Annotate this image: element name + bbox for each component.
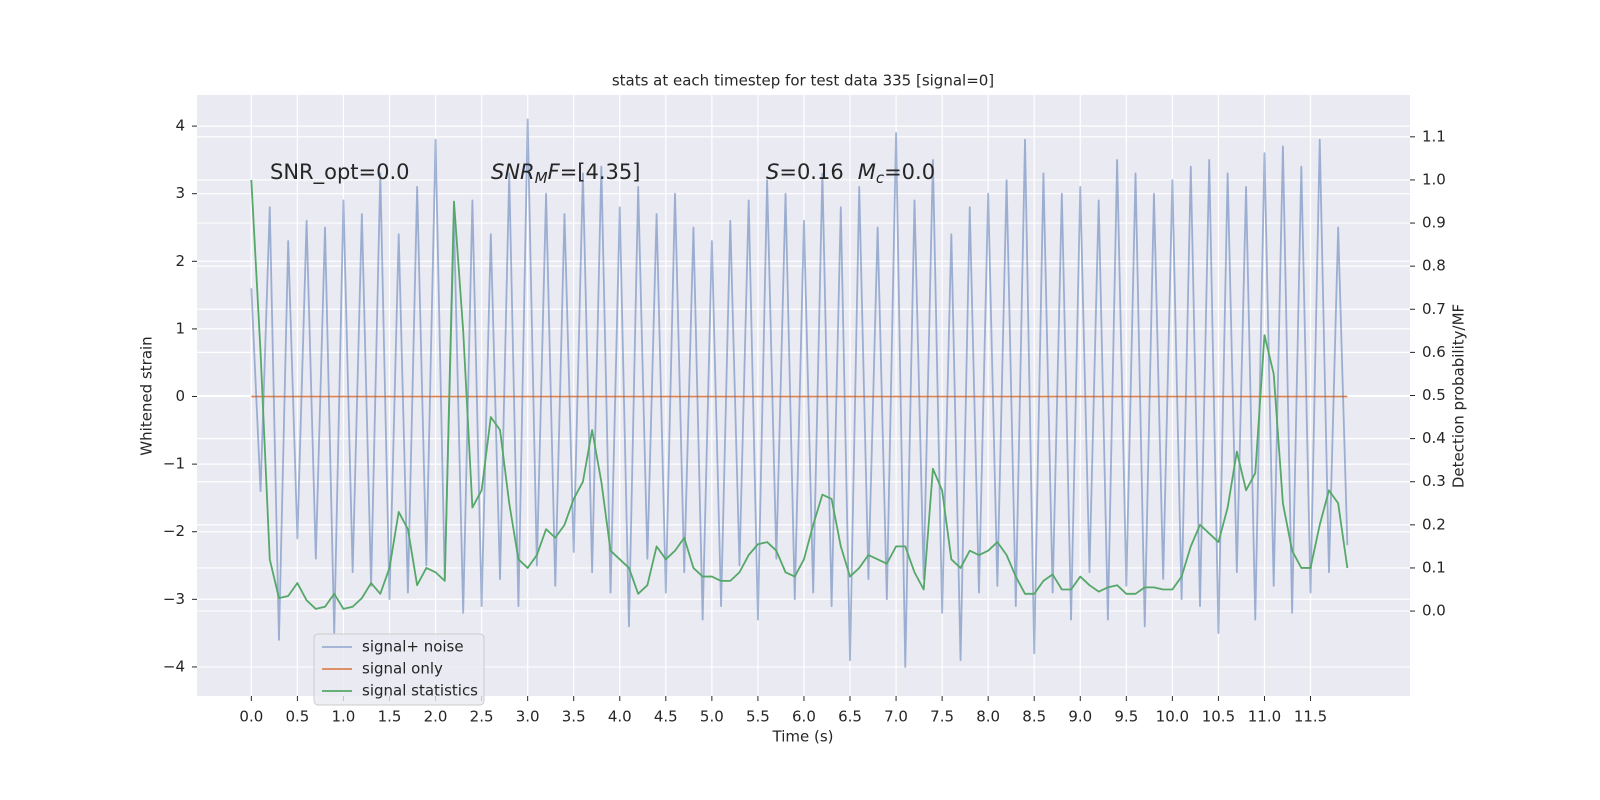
x-tick-label: 2.5: [470, 708, 494, 726]
y2-tick-label: 0.8: [1422, 257, 1446, 275]
annotation-text: M: [858, 160, 876, 184]
x-tick-label: 3.0: [516, 708, 540, 726]
y2-tick-label: 0.7: [1422, 300, 1446, 318]
y2-tick-label: 1.0: [1422, 170, 1446, 188]
y2-tick-label: 0.0: [1422, 602, 1446, 620]
x-tick-label: 10.5: [1202, 708, 1235, 726]
y2-axis-label: Detection probability/MF: [1450, 304, 1468, 488]
series-line: [250, 179, 1349, 610]
y2-tick-label: 0.6: [1422, 343, 1446, 361]
y2-tick-label: 0.9: [1422, 214, 1446, 232]
annotation-text: SNR_opt=0.0: [270, 160, 410, 185]
x-axis-label: Time (s): [772, 728, 834, 746]
x-tick-label: 0.5: [285, 708, 309, 726]
y2-tick-label: 1.1: [1422, 127, 1446, 145]
legend-label: signal only: [362, 660, 443, 678]
x-tick-label: 9.5: [1114, 708, 1138, 726]
annotation: S=0.16 Mc=0.0: [766, 160, 935, 187]
y2-tick-label: 0.3: [1422, 472, 1446, 490]
annotation-text: M: [535, 169, 548, 187]
y2-tick-label: 0.5: [1422, 386, 1446, 404]
x-tick-label: 2.0: [424, 708, 448, 726]
annotation-text: =0.16: [779, 160, 843, 184]
x-tick-label: 0.0: [239, 708, 263, 726]
x-tick-label: 9.0: [1068, 708, 1092, 726]
y-tick-label: 0: [175, 387, 185, 405]
annotation: SNRMF=[4.35]: [491, 160, 640, 187]
y-tick-label: −4: [163, 657, 185, 675]
y-axis-label: Whitened strain: [138, 336, 156, 455]
x-tick-label: 4.0: [608, 708, 632, 726]
x-tick-label: 6.5: [838, 708, 862, 726]
y-tick-label: −3: [163, 590, 185, 608]
annotation-text: =0.0: [884, 160, 935, 184]
x-tick-label: 11.5: [1294, 708, 1327, 726]
annotation-text: F: [548, 160, 561, 184]
x-tick-label: 11.0: [1248, 708, 1281, 726]
legend-label: signal+ noise: [362, 638, 464, 656]
y-tick-label: 3: [175, 184, 185, 202]
y2-tick-label: 0.2: [1422, 515, 1446, 533]
annotation-text: SNR: [491, 160, 535, 184]
y-tick-label: 1: [175, 319, 185, 337]
chart-title: stats at each timestep for test data 335…: [612, 72, 994, 90]
x-tick-label: 8.5: [1022, 708, 1046, 726]
y-tick-label: 4: [175, 117, 185, 135]
series-line: [250, 118, 1349, 668]
x-tick-label: 1.5: [378, 708, 402, 726]
annotation-text: S: [766, 160, 779, 184]
annotation-text: c: [876, 169, 885, 187]
legend-box: [313, 633, 485, 706]
marks: [250, 118, 1349, 668]
y-tick-label: −1: [163, 455, 185, 473]
x-tick-label: 1.0: [332, 708, 356, 726]
legend-label: signal statistics: [362, 682, 478, 700]
x-tick-label: 6.0: [792, 708, 816, 726]
x-tick-label: 7.0: [884, 708, 908, 726]
annotation: SNR_opt=0.0: [270, 160, 410, 185]
x-tick-label: 10.0: [1156, 708, 1189, 726]
x-tick-label: 3.5: [562, 708, 586, 726]
y-tick-label: 2: [175, 252, 185, 270]
x-tick-label: 4.5: [654, 708, 678, 726]
x-tick-label: 8.0: [976, 708, 1000, 726]
y2-tick-label: 0.4: [1422, 429, 1446, 447]
y-tick-label: −2: [163, 522, 185, 540]
legend: signal+ noise signal only signal statistic…: [313, 633, 485, 706]
annotation-text: =[4.35]: [560, 160, 641, 184]
axes: 0.0 0.5 1.0 1.5 2.0 2.5 3.0 3.5 4.0 4.5 5.0 5.5 6.0 6…: [163, 117, 1446, 726]
x-tick-label: 7.5: [930, 708, 954, 726]
x-tick-label: 5.0: [700, 708, 724, 726]
x-tick-label: 5.5: [746, 708, 770, 726]
y2-tick-label: 0.1: [1422, 558, 1446, 576]
